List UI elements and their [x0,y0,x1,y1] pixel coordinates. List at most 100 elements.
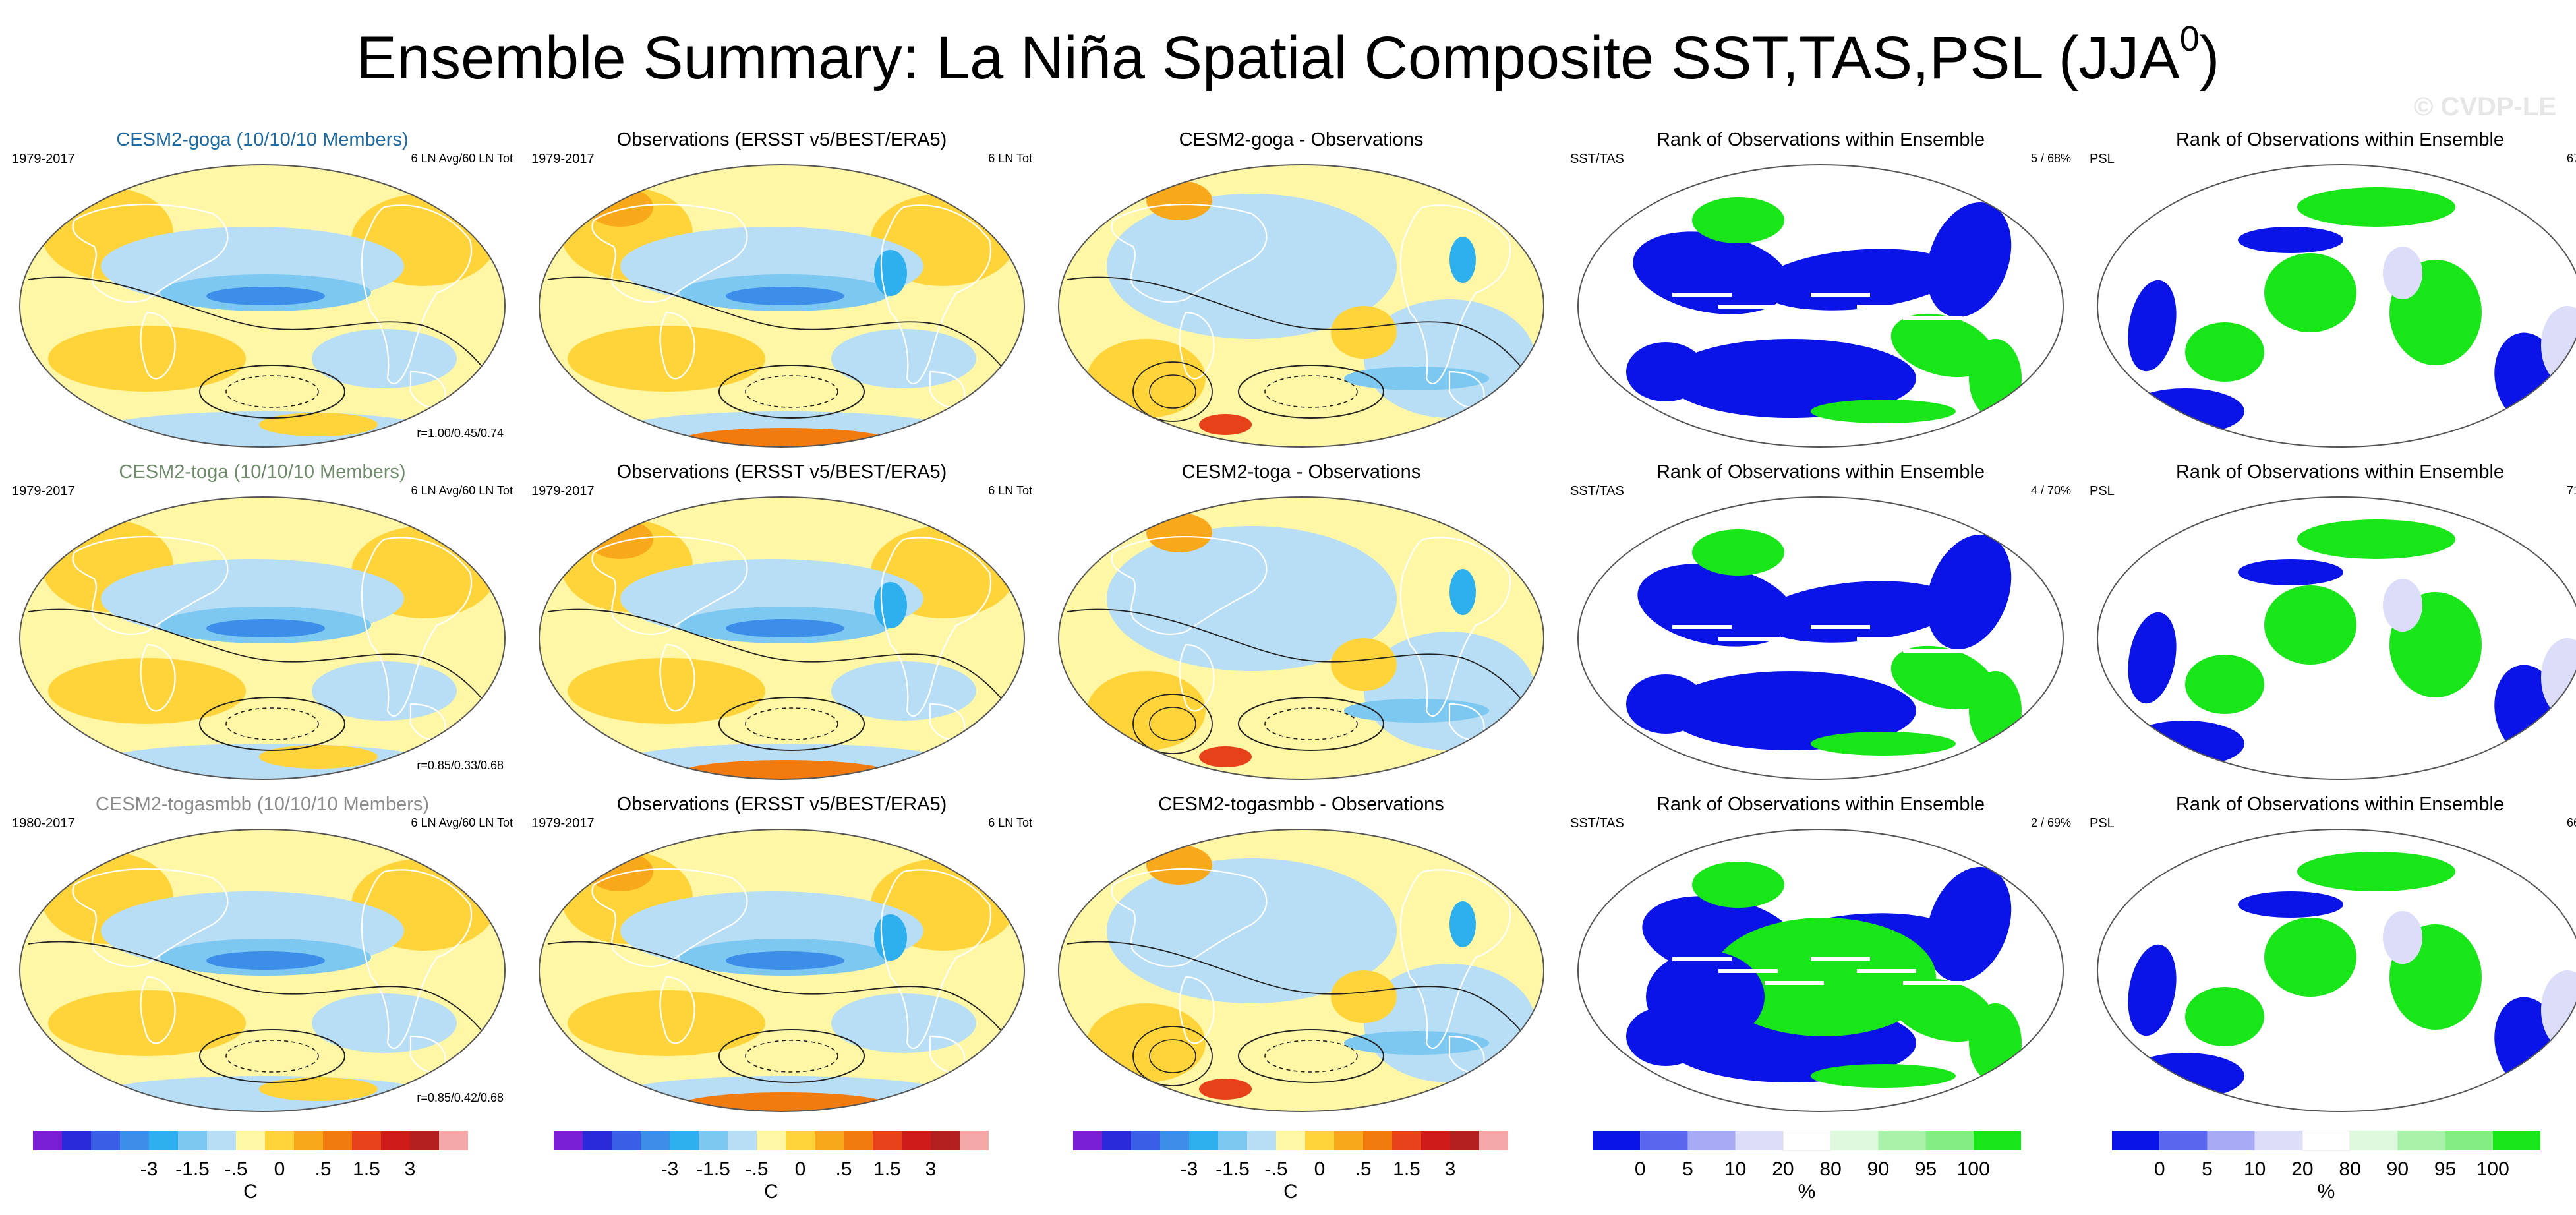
colorbar-swatch [1450,1131,1479,1150]
colorbar-swatch [583,1131,612,1150]
colorbar-swatch [612,1131,641,1150]
pattern-correlation: r=1.00/0.45/0.74 [417,427,504,440]
colorbar-swatch [1102,1131,1131,1150]
rank-percent: 4 / 70% [2030,484,2071,497]
colorbar-tick-label: 80 [1819,1158,1842,1180]
colorbar-tick-label: -3 [140,1158,158,1180]
rank-variable: PSL [2090,152,2115,166]
colorbar-swatch [1073,1131,1102,1150]
colorbar-tick-label: -3 [660,1158,679,1180]
rank-percent: 67% [2566,152,2576,165]
panel-title: Rank of Observations within Ensemble [1656,461,1985,483]
colorbar-swatch [1247,1131,1276,1150]
panel-title: CESM2-togasmbb - Observations [1158,794,1444,815]
anomaly-map [1058,829,1544,1112]
colorbar-tick-label: 1.5 [353,1158,380,1180]
rank-variable: PSL [2090,484,2115,498]
map-panel-r2-diff: CESM2-toga - Observations [1051,461,1552,791]
rank-variable: SST/TAS [1570,484,1624,498]
panel-title: Rank of Observations within Ensemble [1656,794,1985,815]
colorbar-unit: % [1798,1181,1816,1202]
colorbar-swatch [62,1131,91,1150]
map-panel-r3-rank1: Rank of Observations within Ensemble SST/… [1570,794,2071,1123]
panel-years: 1979-2017 [531,484,595,498]
colorbar-tick-label: 1.5 [1393,1158,1420,1180]
colorbar-swatch [1878,1131,1926,1150]
colorbar-swatch [902,1131,931,1150]
pattern-correlation: r=0.85/0.42/0.68 [417,1091,504,1104]
map-panel-r3-rank2: Rank of Observations within Ensemble PSL 6… [2090,794,2576,1123]
panel-title: Rank of Observations within Ensemble [2175,129,2505,150]
rank-colorbar-2: 0 5 10 20 80 90 95 100% [2112,1131,2540,1210]
colorbar-tick-label: -.5 [224,1158,248,1180]
rank-colorbar-1: 0 5 10 20 80 90 95 100% [1593,1131,2021,1210]
colorbar-swatch [2350,1131,2398,1150]
colorbar-swatch [728,1131,757,1150]
colorbar-swatch [1131,1131,1160,1150]
colorbar-swatch [670,1131,699,1150]
colorbar-tick-label: .5 [1355,1158,1372,1180]
colorbar-tick-label: 20 [2291,1158,2314,1180]
colorbar-swatch [1392,1131,1421,1150]
colorbar-swatch [2112,1131,2160,1150]
colorbar-unit: C [243,1181,258,1202]
colorbar-swatch [1363,1131,1392,1150]
map-panel-r2-obs: Observations (ERSST v5/BEST/ERA5) 1979-20… [531,461,1032,791]
colorbar-tick-label: 0 [1634,1158,1646,1180]
rank-percent: 5 / 68% [2030,152,2071,165]
colorbar-tick-label: 90 [1867,1158,1890,1180]
colorbar-swatch [844,1131,873,1150]
colorbar-tick-label: 0 [2153,1158,2165,1180]
colorbar-swatch [1830,1131,1879,1150]
map-panel-r2-rank2: Rank of Observations within Ensemble PSL 7… [2090,461,2576,791]
colorbar-tick-label: 5 [1682,1158,1693,1180]
colorbar-tick-label: -1.5 [696,1158,730,1180]
map-panel-r3-diff: CESM2-togasmbb - Observations [1051,794,1552,1123]
colorbar-swatch [2159,1131,2208,1150]
map-panel-r1-obs: Observations (ERSST v5/BEST/ERA5) 1979-20… [531,129,1032,459]
colorbar-swatch [1925,1131,1974,1150]
map-panel-r1-rank2: Rank of Observations within Ensemble PSL 6… [2090,129,2576,459]
colorbar-swatch [91,1131,120,1150]
map-panel-r1-diff: CESM2-goga - Observations [1051,129,1552,459]
colorbar-tick-label: -1.5 [1215,1158,1250,1180]
colorbar-swatch [1640,1131,1688,1150]
colorbar-swatch [873,1131,902,1150]
panel-title: Observations (ERSST v5/BEST/ERA5) [616,461,947,483]
colorbar-swatch [352,1131,381,1150]
colorbar-tick-label: -3 [1180,1158,1198,1180]
colorbar-swatch [1782,1131,1831,1151]
rank-map [2097,496,2576,780]
panel-years: 1979-2017 [531,816,595,831]
map-panel-r2-rank1: Rank of Observations within Ensemble SST/… [1570,461,2071,791]
rank-map [1577,164,2064,448]
colorbar-swatch [786,1131,815,1150]
anomaly-map [1058,496,1544,780]
rank-map [2097,829,2576,1112]
colorbar-tick-label: -1.5 [175,1158,210,1180]
colorbar-swatch [1421,1131,1450,1150]
colorbar-swatch [33,1131,62,1150]
colorbar-tick-label: 80 [2339,1158,2361,1180]
colorbar-tick-label: -.5 [745,1158,769,1180]
map-panel-r2-model: CESM2-toga (10/10/10 Members) 1979-2017 6 … [12,461,513,791]
colorbar-swatch [265,1131,294,1150]
colorbar-swatch [1305,1131,1334,1150]
colorbar-tick-label: .5 [835,1158,852,1180]
colorbar-swatch [120,1131,149,1150]
anomaly-map [19,829,506,1112]
anomaly-map [539,829,1025,1112]
colorbar-swatch [323,1131,352,1150]
anomaly-map [539,496,1025,780]
panel-years: 1979-2017 [12,484,75,498]
panel-years: 1979-2017 [12,152,75,166]
panel-title: CESM2-toga (10/10/10 Members) [119,461,406,483]
colorbar-swatch [410,1131,439,1150]
panel-title: CESM2-goga - Observations [1179,129,1424,150]
colorbar-swatch [699,1131,728,1150]
anomaly-map [1058,164,1544,448]
anomaly-map [19,164,506,448]
colorbar-swatch [2492,1131,2540,1150]
rank-variable: SST/TAS [1570,152,1624,166]
colorbar-tick-label: 100 [1956,1158,1990,1180]
